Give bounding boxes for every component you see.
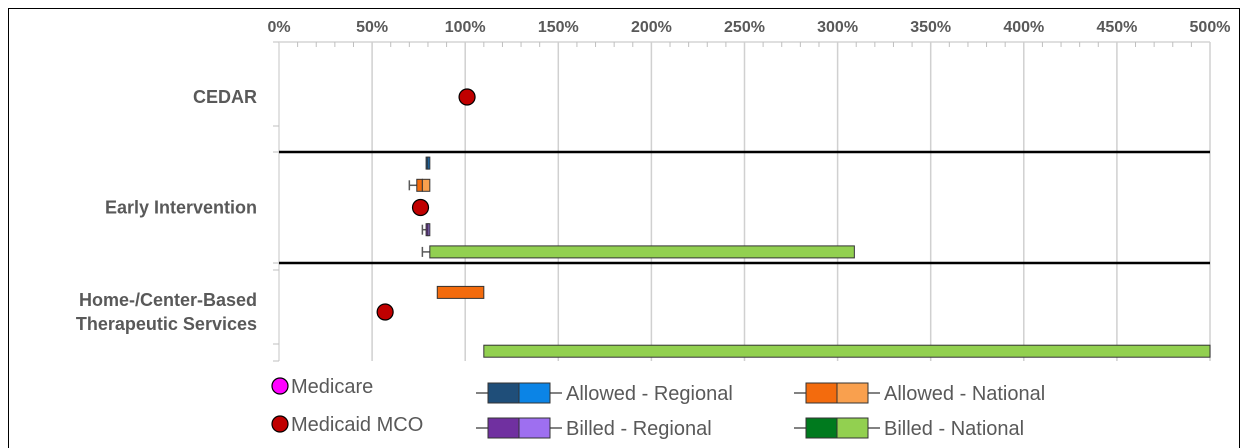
legend-box-upper	[836, 417, 869, 439]
box-lower-half	[436, 285, 485, 299]
medicaid-mco-point	[458, 88, 476, 106]
x-tick-label: 450%	[1096, 19, 1137, 36]
box-upper-half	[429, 245, 855, 259]
legend-label: Medicare	[291, 376, 373, 398]
legend-box-upper	[518, 417, 551, 439]
box-upper-half	[427, 223, 431, 237]
box-upper-half	[421, 178, 431, 192]
chart-frame	[8, 8, 1240, 448]
legend-box-lower	[487, 417, 520, 439]
x-tick-label: 250%	[724, 19, 765, 36]
x-tick-label: 500%	[1190, 19, 1231, 36]
medicaid-mco-point	[376, 303, 394, 321]
legend-marker	[271, 377, 289, 395]
category-label: Early Intervention	[105, 198, 257, 218]
legend-marker	[271, 415, 289, 433]
legend-box-lower	[805, 382, 838, 404]
category-label: Home-/Center-Based	[79, 290, 257, 310]
legend-box-upper	[518, 382, 551, 404]
box-upper-half	[427, 156, 431, 170]
x-tick-label: 350%	[910, 19, 951, 36]
x-tick-label: 50%	[356, 19, 388, 36]
x-tick-label: 0%	[267, 19, 290, 36]
legend-label: Medicaid MCO	[291, 414, 423, 436]
legend-box-lower	[805, 417, 838, 439]
x-tick-label: 400%	[1003, 19, 1044, 36]
medicaid-mco-point	[411, 198, 430, 217]
x-tick-label: 150%	[538, 19, 579, 36]
legend-label: Allowed - Regional	[566, 383, 733, 405]
x-tick-label: 100%	[445, 19, 486, 36]
legend-label: Allowed - National	[884, 383, 1045, 405]
legend-box-upper	[836, 382, 869, 404]
x-tick-label: 200%	[631, 19, 672, 36]
box-upper-half	[483, 344, 1211, 358]
category-label: Therapeutic Services	[76, 314, 257, 334]
legend-label: Billed - Regional	[566, 418, 712, 440]
category-label: CEDAR	[193, 87, 257, 107]
legend-label: Billed - National	[884, 418, 1024, 440]
box-lower-half	[416, 178, 423, 192]
x-tick-label: 300%	[817, 19, 858, 36]
legend-box-lower	[487, 382, 520, 404]
